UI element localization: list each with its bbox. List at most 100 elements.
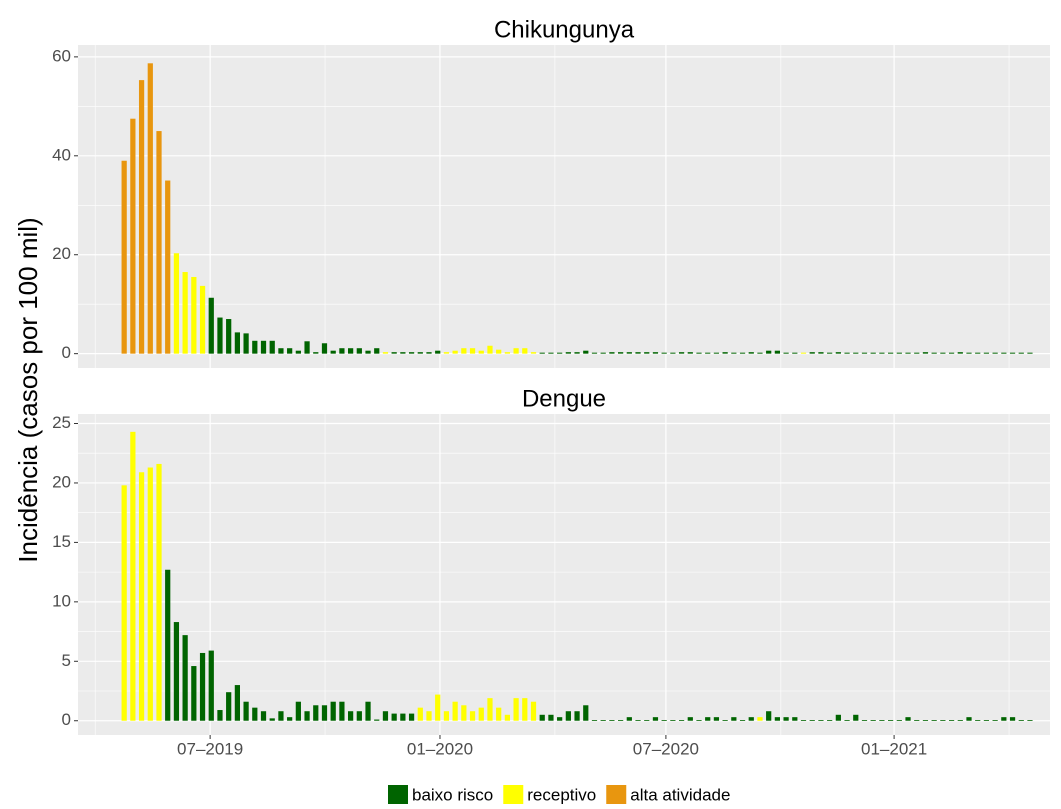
bar [948,352,955,354]
bar [696,720,702,721]
bar [731,352,737,354]
bar [922,720,929,721]
bar [252,707,258,721]
bar [313,352,319,354]
bar [522,348,528,354]
bar [287,717,293,721]
bar [522,698,528,721]
bar [226,692,232,721]
bar [739,720,746,721]
bar [147,467,153,721]
legend-swatch [388,785,408,805]
bar [548,352,554,354]
bar [792,352,798,354]
bar [1009,352,1016,354]
bar [121,485,127,721]
bar [713,352,720,354]
bar [513,348,519,354]
bar [304,711,310,721]
y-axis-title: Incidência (casos por 100 mil) [13,217,43,562]
bar [713,717,720,721]
bar [138,80,145,354]
bar [635,352,641,354]
bar [130,118,136,354]
bar [687,352,693,354]
bar [147,63,153,354]
bar [130,431,136,721]
bar [652,717,659,721]
bar [574,352,580,354]
bar [443,711,450,721]
bar [861,720,868,721]
panel-background [78,45,1050,368]
bar [295,350,301,354]
x-tick-label: 01–2020 [407,739,473,758]
bar [496,349,502,354]
y-tick-label: 0 [62,710,71,729]
bar [853,714,859,721]
bar [208,297,214,354]
bar [835,714,841,721]
bar [417,707,423,721]
bar [652,352,659,354]
y-tick-label: 15 [52,532,71,551]
y-tick-label: 40 [52,145,71,164]
bar [295,701,301,721]
bar [182,272,188,354]
bar [469,348,476,354]
bar [426,352,432,354]
bar [809,720,815,721]
bar [530,352,537,354]
bar [565,711,571,721]
bar [766,711,772,721]
bar [940,352,946,354]
bar [165,180,171,354]
bar [243,333,249,354]
x-tick-label: 01–2021 [861,739,927,758]
bar [121,160,127,354]
bar [888,720,894,721]
bar [783,352,789,354]
bar [330,701,336,721]
bar [391,352,397,354]
y-tick-label: 5 [62,651,71,670]
bar [461,348,467,354]
bar [905,717,911,721]
bar [966,352,972,354]
bar [191,276,197,354]
y-tick-label: 10 [52,591,71,610]
bar [922,352,929,354]
bar [618,352,624,354]
bar [487,345,493,354]
bar [966,717,972,721]
bar [365,350,371,354]
bar [156,463,162,721]
bar [452,350,458,354]
bar [356,348,362,354]
bar [539,352,545,354]
bar [844,352,850,354]
panel-background [78,414,1050,735]
bar [1018,352,1024,354]
bar [278,711,284,721]
y-tick-label: 20 [52,244,71,263]
bar [478,707,484,721]
bar [931,352,937,354]
bar [173,622,180,721]
y-tick-label: 20 [52,472,71,491]
bar [792,717,798,721]
bar [260,711,267,721]
bar [539,714,545,721]
bar [583,705,589,721]
bar [600,720,606,721]
bar [513,698,519,721]
bar [957,720,963,721]
bar [234,332,240,354]
bar [243,701,249,721]
bar [269,340,275,354]
bar [1027,352,1033,354]
bar [408,352,415,354]
bar [278,348,284,354]
bar [173,253,180,354]
bar [435,350,441,354]
